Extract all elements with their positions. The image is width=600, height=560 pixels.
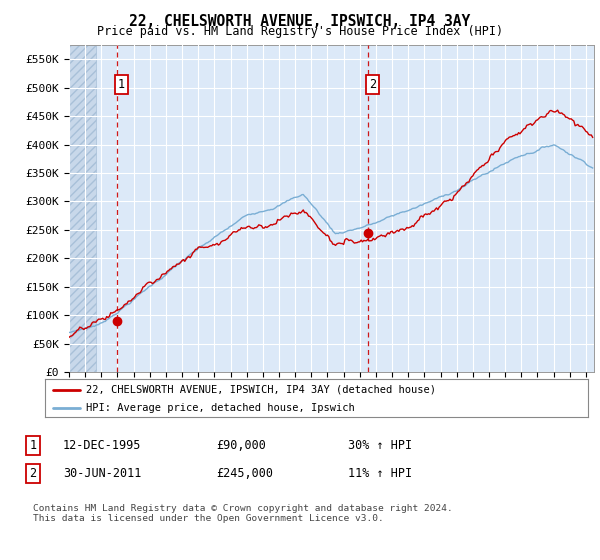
Text: 11% ↑ HPI: 11% ↑ HPI — [348, 466, 412, 480]
Text: HPI: Average price, detached house, Ipswich: HPI: Average price, detached house, Ipsw… — [86, 403, 355, 413]
Text: 1: 1 — [29, 438, 37, 452]
Text: Contains HM Land Registry data © Crown copyright and database right 2024.
This d: Contains HM Land Registry data © Crown c… — [33, 504, 453, 524]
Text: 12-DEC-1995: 12-DEC-1995 — [63, 438, 142, 452]
Text: 1: 1 — [118, 78, 125, 91]
Bar — [69, 45, 97, 372]
Text: 2: 2 — [369, 78, 376, 91]
Text: 22, CHELSWORTH AVENUE, IPSWICH, IP4 3AY (detached house): 22, CHELSWORTH AVENUE, IPSWICH, IP4 3AY … — [86, 385, 436, 395]
Text: 2: 2 — [29, 466, 37, 480]
Text: Price paid vs. HM Land Registry's House Price Index (HPI): Price paid vs. HM Land Registry's House … — [97, 25, 503, 38]
Text: 30-JUN-2011: 30-JUN-2011 — [63, 466, 142, 480]
Text: 30% ↑ HPI: 30% ↑ HPI — [348, 438, 412, 452]
Text: £90,000: £90,000 — [216, 438, 266, 452]
Text: 22, CHELSWORTH AVENUE, IPSWICH, IP4 3AY: 22, CHELSWORTH AVENUE, IPSWICH, IP4 3AY — [130, 14, 470, 29]
Text: £245,000: £245,000 — [216, 466, 273, 480]
